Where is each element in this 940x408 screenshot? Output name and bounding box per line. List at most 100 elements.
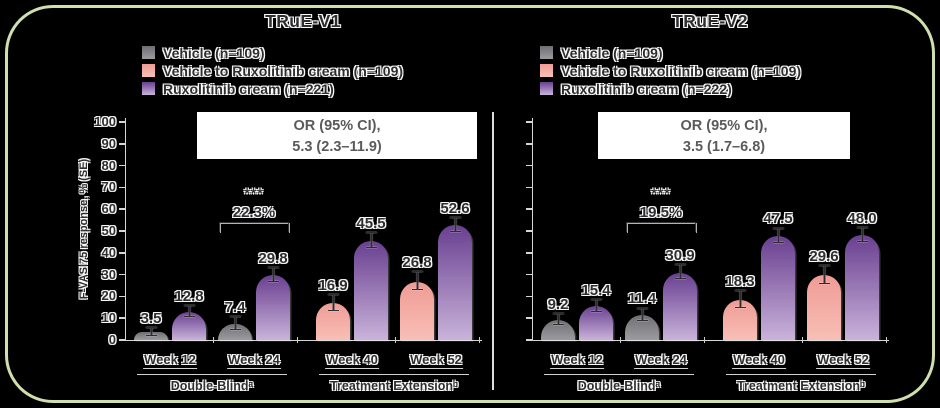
error-bar bbox=[327, 293, 339, 311]
bar-value-label: 26.8 bbox=[402, 253, 432, 271]
error-bar bbox=[734, 290, 746, 309]
x-axis-week-label: Week 24 bbox=[634, 352, 688, 369]
error-bar bbox=[772, 227, 784, 244]
bar-fill bbox=[354, 240, 388, 340]
bar-vehicle-week24[interactable]: 11.4 bbox=[625, 118, 659, 340]
bar-ruxolitinib-week24[interactable]: 29.8 bbox=[256, 118, 290, 340]
phase-treatment-extension: 16.9 45.5 Week 40 26.8 bbox=[316, 118, 480, 393]
bar-ruxolitinib-week40[interactable]: 47.5 bbox=[761, 118, 795, 340]
bar-group-week52: 26.8 52.6 Week 52 bbox=[400, 118, 480, 369]
error-bar bbox=[267, 266, 279, 282]
bar-value-label: 11.4 bbox=[627, 290, 657, 308]
bar-crossover-week40[interactable]: 16.9 bbox=[316, 118, 350, 340]
legend-item-vehicle-to-ruxolitinib: Vehicle to Ruxolitinib cream (n=109) bbox=[142, 62, 403, 79]
x-axis-week-label: Week 24 bbox=[227, 352, 281, 369]
panel-divider bbox=[492, 112, 494, 390]
legend-item-vehicle: Vehicle (n=109) bbox=[142, 44, 403, 61]
error-bar bbox=[636, 307, 648, 321]
bar-fill bbox=[134, 332, 168, 340]
bar-crossover-week52[interactable]: 26.8 bbox=[400, 118, 434, 340]
y-axis-tick bbox=[526, 121, 532, 123]
legend-label: Vehicle (n=109) bbox=[163, 44, 265, 61]
y-axis-tick bbox=[119, 143, 125, 145]
significance-difference: 22.3% bbox=[232, 204, 276, 221]
bar-fill bbox=[438, 225, 472, 340]
error-bar bbox=[590, 299, 602, 312]
legend-label: Vehicle to Ruxolitinib cream (n=109) bbox=[561, 62, 802, 79]
bar-value-label: 29.8 bbox=[258, 249, 288, 267]
bar-value-label: 16.9 bbox=[318, 276, 348, 294]
y-axis-tick-label: 100 bbox=[94, 114, 116, 129]
y-axis-tick bbox=[119, 186, 125, 189]
bar-ruxolitinib-week52[interactable]: 52.6 bbox=[438, 118, 472, 340]
bar-vehicle-week12[interactable]: 3.5 bbox=[134, 118, 168, 340]
legend-label: Ruxolitinib cream (n=221) bbox=[163, 80, 334, 97]
y-axis-tick bbox=[526, 230, 532, 232]
bar-fill bbox=[256, 275, 290, 340]
x-axis-week-label: Week 40 bbox=[732, 352, 786, 369]
bar-ruxolitinib-week12[interactable]: 12.8 bbox=[172, 118, 206, 340]
significance-difference: 19.5% bbox=[639, 204, 683, 221]
phase-label-treatment-extension: Treatment Extensionᵇ bbox=[737, 379, 865, 393]
legend-item-vehicle-to-ruxolitinib: Vehicle to Ruxolitinib cream (n=109) bbox=[540, 62, 801, 79]
y-axis-tick bbox=[526, 252, 532, 254]
bar-value-label: 12.8 bbox=[174, 288, 204, 306]
y-axis-tick bbox=[526, 295, 532, 298]
error-bar bbox=[365, 231, 377, 249]
y-axis-tick-label: 40 bbox=[101, 244, 116, 260]
phase-underline bbox=[137, 374, 287, 375]
bar-crossover-week40[interactable]: 18.3 bbox=[723, 118, 757, 340]
legend-swatch-ruxolitinib bbox=[142, 82, 155, 95]
y-axis-tick bbox=[119, 164, 125, 167]
bar-value-label: 48.0 bbox=[847, 209, 877, 227]
y-axis-tick-label: 20 bbox=[101, 288, 116, 304]
phase-underline bbox=[544, 374, 694, 375]
bar-value-label: 15.4 bbox=[581, 282, 611, 300]
legend-swatch-ruxolitinib bbox=[540, 82, 553, 95]
error-bar bbox=[183, 305, 195, 318]
bar-value-label: 29.6 bbox=[809, 247, 839, 265]
y-axis-tick bbox=[526, 164, 532, 167]
panel-title: TRuE-V2 bbox=[672, 11, 748, 31]
odds-ratio-box: OR (95% CI), 5.3 (2.3–11.9) bbox=[197, 112, 477, 159]
bar-group-week24: *** 19.5% 11.4 30.9 Week 24 bbox=[625, 118, 705, 369]
odds-ratio-box: OR (95% CI), 3.5 (1.7–6.8) bbox=[598, 112, 850, 159]
y-axis-tick bbox=[119, 317, 125, 319]
x-axis-week-label: Week 12 bbox=[550, 352, 604, 369]
y-axis-tick bbox=[119, 230, 125, 232]
bar-vehicle-week24[interactable]: 7.4 bbox=[218, 118, 252, 340]
legend-item-ruxolitinib: Ruxolitinib cream (n=221) bbox=[142, 80, 403, 97]
bar-vehicle-week12[interactable]: 9.2 bbox=[541, 118, 575, 340]
phase-double-blind: 9.2 15.4 Week 12 *** 19.5% bbox=[541, 118, 705, 393]
legend-swatch-vehicle-to-ruxolitinib bbox=[540, 64, 553, 77]
y-axis-tick bbox=[119, 295, 125, 298]
bar-ruxolitinib-week52[interactable]: 48.0 bbox=[845, 118, 879, 340]
bar-ruxolitinib-week12[interactable]: 15.4 bbox=[579, 118, 613, 340]
bar-value-label: 3.5 bbox=[140, 309, 162, 327]
plot-area: 3.5 12.8 Week 12 *** 22.3% bbox=[94, 114, 482, 393]
bar-value-label: 7.4 bbox=[224, 299, 246, 317]
significance-bracket bbox=[219, 222, 289, 232]
bar-fill bbox=[218, 323, 252, 340]
y-axis-tick bbox=[526, 273, 532, 276]
bar-value-label: 30.9 bbox=[665, 247, 695, 265]
bar-ruxolitinib-week40[interactable]: 45.5 bbox=[354, 118, 388, 340]
panel-title: TRuE-V1 bbox=[265, 11, 341, 31]
panel-true-v2: TRuE-V2 Vehicle (n=109) Vehicle to Ruxol… bbox=[500, 0, 924, 408]
phase-label-double-blind: Double-Blindᵃ bbox=[170, 379, 254, 393]
error-bar bbox=[856, 226, 868, 242]
phase-treatment-extension: 18.3 47.5 Week 40 29.6 bbox=[723, 118, 887, 393]
legend-swatch-vehicle-to-ruxolitinib bbox=[142, 64, 155, 77]
bar-group-week52: 29.6 48.0 Week 52 bbox=[807, 118, 887, 369]
bar-value-label: 18.3 bbox=[725, 273, 755, 291]
legend-swatch-vehicle bbox=[142, 46, 155, 59]
x-axis-week-label: Week 52 bbox=[816, 352, 870, 369]
bar-group-week12: 9.2 15.4 Week 12 bbox=[541, 118, 621, 369]
bar-ruxolitinib-week24[interactable]: 30.9 bbox=[663, 118, 697, 340]
y-axis-tick-label: 90 bbox=[101, 135, 116, 151]
significance-stars: *** bbox=[244, 185, 264, 201]
bar-fill bbox=[761, 236, 795, 340]
y-axis-tick bbox=[119, 121, 125, 123]
bar-crossover-week52[interactable]: 29.6 bbox=[807, 118, 841, 340]
